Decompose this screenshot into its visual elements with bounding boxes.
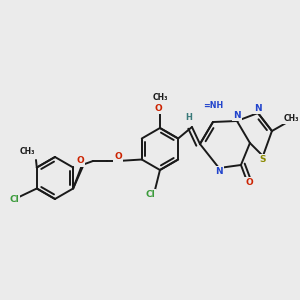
Text: H: H	[185, 112, 192, 122]
Text: O: O	[114, 152, 122, 161]
Text: Cl: Cl	[9, 196, 19, 205]
Text: S: S	[260, 155, 266, 164]
Text: CH₃: CH₃	[283, 113, 299, 122]
Text: =NH: =NH	[203, 100, 223, 109]
Text: N: N	[215, 167, 223, 176]
Text: CH₃: CH₃	[19, 148, 35, 157]
Text: O: O	[245, 178, 253, 188]
Text: Cl: Cl	[145, 190, 155, 200]
Text: O: O	[76, 157, 84, 166]
Text: CH₃: CH₃	[152, 92, 168, 101]
Text: O: O	[154, 103, 162, 112]
Text: N: N	[254, 103, 262, 112]
Text: N: N	[233, 110, 241, 119]
